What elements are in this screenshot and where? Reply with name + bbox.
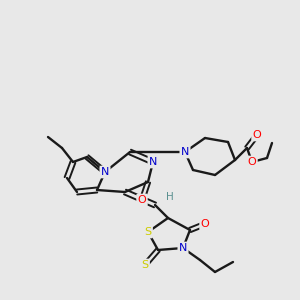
Text: S: S xyxy=(144,227,152,237)
Text: H: H xyxy=(166,192,174,202)
Text: N: N xyxy=(101,167,109,177)
Text: O: O xyxy=(248,157,256,167)
Text: N: N xyxy=(179,243,187,253)
Text: N: N xyxy=(181,147,189,157)
Text: S: S xyxy=(141,260,148,270)
Text: O: O xyxy=(201,219,209,229)
Text: O: O xyxy=(253,130,261,140)
Text: N: N xyxy=(149,157,157,167)
Text: O: O xyxy=(138,195,146,205)
